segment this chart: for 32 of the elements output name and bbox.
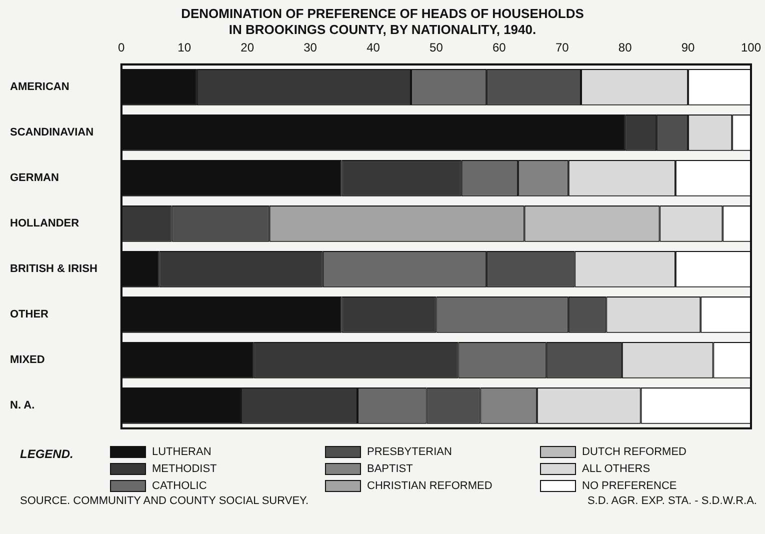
chart-title: DENOMINATION OF PREFERENCE OF HEADS OF HOUSEHOLDS IN BROOKINGS COUNTY, BY NATIONALITY, 1940. xyxy=(180,5,585,38)
x-tick-label: 0 xyxy=(118,40,126,55)
legend-label: CATHOLIC xyxy=(152,480,207,492)
text: S.D. AGR. EXP. STA. - S.D.W.R.A. xyxy=(587,495,757,507)
x-tick-label: 30 xyxy=(304,40,318,55)
x-tick-label: 40 xyxy=(366,40,380,55)
x-tick-label: 10 xyxy=(178,40,192,55)
x-tick-label: 90 xyxy=(681,40,696,55)
y-tick-label: AMERICAN xyxy=(10,81,70,94)
y-tick-label: HOLLANDER xyxy=(10,218,80,230)
x-tick-label: 60 xyxy=(492,40,506,55)
source-note: SOURCE. COMMUNITY AND COUNTY SOCIAL SURVEY. xyxy=(20,495,309,507)
legend-label: LUTHERAN xyxy=(152,446,212,458)
x-tick-label: 80 xyxy=(618,40,632,55)
legend-label: BAPTIST xyxy=(367,462,413,474)
y-tick-label: OTHER xyxy=(10,308,49,321)
legend-title: LEGEND. xyxy=(20,446,74,461)
x-tick-label: 50 xyxy=(430,40,444,55)
legend-label: METHODIST xyxy=(152,462,217,474)
y-tick-label: BRITISH & IRISH xyxy=(10,263,98,276)
y-tick-label: N. A. xyxy=(10,400,35,412)
legend-label: CHRISTIAN REFORMED xyxy=(367,480,492,492)
legend-label: NO PREFERENCE xyxy=(582,480,677,492)
legend-label: ALL OTHERS xyxy=(582,462,650,474)
y-tick-label: SCANDINAVIAN xyxy=(10,126,94,139)
x-tick-label: 20 xyxy=(240,40,254,55)
y-tick-label: MIXED xyxy=(10,354,45,366)
y-tick-label: GERMAN xyxy=(10,172,59,184)
x-tick-label: 70 xyxy=(555,40,570,55)
x-tick-label: 100 xyxy=(740,40,762,55)
legend-label: PRESBYTERIAN xyxy=(367,446,452,458)
legend-label: DUTCH REFORMED xyxy=(582,446,686,458)
